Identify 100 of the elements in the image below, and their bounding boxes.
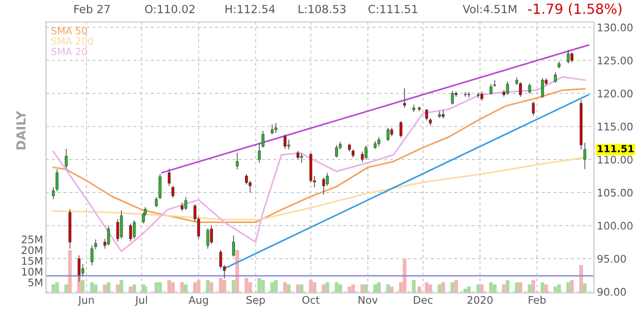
candlestick — [570, 52, 574, 63]
y2-tick-label: 10M — [22, 268, 42, 276]
text: Vol:4.51M — [462, 4, 516, 14]
candlestick — [274, 122, 278, 134]
bar — [386, 284, 390, 293]
candlestick — [554, 72, 557, 84]
x-tick-label: Jul — [134, 296, 147, 306]
candlestick — [107, 225, 110, 246]
candlestick — [506, 81, 509, 96]
bar — [518, 282, 522, 293]
y-tick-label: 90.00 — [597, 288, 626, 296]
bar — [261, 280, 265, 293]
candlestick — [236, 152, 239, 170]
y-tick-label: 130.00 — [598, 24, 633, 32]
x-tick-label: Aug — [188, 296, 208, 306]
candlestick — [377, 136, 380, 147]
candlestick — [322, 176, 326, 195]
candlestick — [206, 228, 210, 250]
candlestick — [287, 139, 290, 150]
candlestick — [262, 130, 264, 148]
candlestick — [116, 218, 120, 242]
candlestick — [64, 148, 68, 170]
bar — [334, 282, 338, 293]
x-tick-label: Feb — [528, 296, 546, 304]
candlestick — [300, 152, 304, 164]
x-tick-label: Dec — [414, 296, 432, 304]
y-tick-label: 100.00 — [598, 222, 633, 230]
x-tick-label: 2020 — [467, 296, 493, 304]
x-tick-label: Sep — [246, 296, 265, 306]
candlestick — [468, 92, 470, 98]
bar — [454, 280, 458, 293]
candlestick — [210, 225, 213, 245]
bar — [506, 280, 510, 293]
text: SMA 50 — [52, 27, 87, 34]
bar — [232, 280, 236, 293]
text: SMA 20 — [52, 48, 87, 56]
bar — [283, 282, 287, 293]
bar — [540, 282, 544, 293]
bar — [180, 282, 184, 293]
candlestick — [364, 145, 368, 160]
y2-tick-label: 25M — [22, 235, 42, 244]
bar — [244, 278, 248, 293]
bar — [348, 286, 352, 293]
candlestick — [270, 124, 274, 135]
text: H:112.54 — [226, 4, 275, 14]
candlestick — [400, 120, 402, 138]
candlestick — [129, 223, 132, 242]
text: C:111.51 — [368, 4, 418, 14]
candlestick — [450, 90, 454, 106]
y-tick-label: 120.00 — [598, 90, 633, 98]
bar — [210, 282, 214, 293]
y2-tick-label: 20M — [22, 246, 42, 254]
annotation: 111.51 — [598, 145, 634, 152]
text: L:108.53 — [298, 4, 346, 14]
bar — [55, 282, 59, 293]
candlestick — [168, 168, 171, 186]
candlestick — [532, 100, 535, 116]
y-tick-label: 115.00 — [598, 122, 633, 131]
x-tick-label: Nov — [358, 296, 378, 304]
y2-tick-label: 5M — [28, 278, 42, 286]
text: Feb 27 — [74, 4, 110, 14]
bar — [193, 282, 197, 293]
candlestick — [132, 220, 136, 240]
bar — [171, 282, 175, 293]
x-tick-label: Oct — [302, 296, 320, 304]
candlestick — [184, 196, 188, 210]
candlestick — [284, 134, 286, 150]
candlestick — [171, 186, 174, 198]
candlestick — [425, 108, 428, 121]
candlestick — [541, 78, 544, 98]
candlestick — [232, 235, 235, 258]
candlestick — [326, 172, 329, 186]
bar — [467, 286, 471, 293]
bar — [489, 282, 493, 293]
candlestick — [258, 142, 261, 164]
bar — [296, 284, 300, 293]
bar — [158, 282, 162, 293]
candlestick — [583, 142, 586, 170]
line-series — [52, 76, 586, 252]
candlestick — [386, 127, 390, 142]
candlestick — [219, 250, 222, 269]
candlestick — [519, 82, 522, 98]
bar — [570, 280, 574, 293]
candlestick — [403, 88, 406, 108]
bar — [514, 282, 519, 293]
candlestick — [480, 90, 484, 102]
bar — [120, 280, 124, 293]
text: O:110.02 — [145, 4, 194, 14]
x-tick-label: Jun — [78, 296, 94, 306]
candlestick — [476, 92, 480, 98]
text: -1.79 (1.58%) — [528, 3, 622, 16]
bar — [90, 282, 94, 293]
y-tick-label: 105.00 — [598, 188, 633, 197]
text: DAILY — [16, 110, 26, 150]
candlestick — [335, 144, 338, 158]
bar — [154, 282, 158, 293]
candlestick — [490, 84, 492, 96]
text: SMA 200 — [52, 37, 94, 45]
bar — [364, 284, 368, 293]
y-tick-label: 110.00 — [598, 156, 633, 164]
